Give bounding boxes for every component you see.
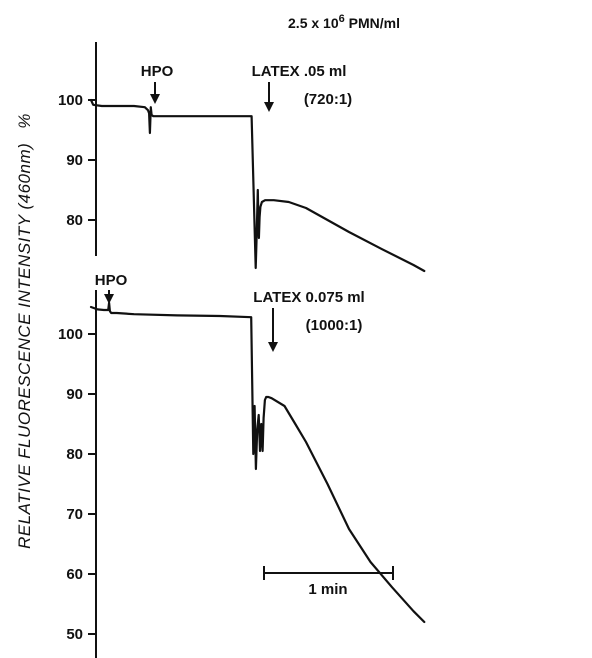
top-tick-label-80: 80 bbox=[66, 212, 83, 229]
top-tick-label-90: 90 bbox=[66, 152, 83, 169]
scale-bar-label: 1 min bbox=[308, 581, 347, 598]
svg-text:RELATIVE FLUORESCENCE INTENSIT: RELATIVE FLUORESCENCE INTENSITY (460nm)% bbox=[15, 113, 34, 549]
bottom-trace-line bbox=[89, 301, 426, 624]
bottom-tick-label-80: 80 bbox=[66, 446, 83, 463]
bottom-tick-label-100: 100 bbox=[58, 326, 83, 343]
bottom-arrowhead-hpo bbox=[104, 294, 114, 304]
top-panel: 100 90 80 HPO LATEX .05 ml (720:1) bbox=[58, 42, 426, 273]
bottom-panel-ticks: 100 90 80 70 60 50 bbox=[58, 326, 96, 643]
bottom-panel: 100 90 80 70 60 50 HPO LATEX 0.075 ml (1000:1) bbox=[58, 272, 426, 658]
bottom-tick-label-50: 50 bbox=[66, 626, 83, 643]
bottom-annotation-hpo: HPO bbox=[95, 272, 128, 289]
bottom-tick-label-90: 90 bbox=[66, 386, 83, 403]
y-axis-label-text: RELATIVE FLUORESCENCE INTENSITY (460nm) bbox=[15, 143, 34, 549]
bottom-annotation-latex-0-075-ml: LATEX 0.075 ml bbox=[253, 289, 364, 306]
bottom-panel-annotations: HPO LATEX 0.075 ml (1000:1) bbox=[95, 272, 365, 352]
top-annotation-latex-05-ml: LATEX .05 ml bbox=[252, 63, 347, 80]
bottom-arrowhead-latex-0-075-ml bbox=[268, 342, 278, 352]
top-arrowhead-hpo bbox=[150, 94, 160, 104]
top-panel-ticks: 100 90 80 bbox=[58, 92, 96, 229]
y-axis-label: RELATIVE FLUORESCENCE INTENSITY (460nm)% bbox=[15, 113, 34, 549]
bottom-annotation-1000-1: (1000:1) bbox=[306, 317, 363, 334]
time-scale-bar: 1 min bbox=[263, 566, 394, 598]
y-axis-unit: % bbox=[15, 113, 34, 129]
bottom-tick-label-70: 70 bbox=[66, 506, 83, 523]
top-tick-label-100: 100 bbox=[58, 92, 83, 109]
chart-title: 2.5 x 106 PMN/ml bbox=[288, 13, 400, 31]
top-trace-line bbox=[89, 98, 426, 273]
top-annotation-720-1: (720:1) bbox=[304, 91, 352, 108]
top-annotation-hpo: HPO bbox=[141, 63, 174, 80]
bottom-tick-label-60: 60 bbox=[66, 566, 83, 583]
top-panel-annotations: HPO LATEX .05 ml (720:1) bbox=[141, 63, 352, 112]
top-arrowhead-latex-05-ml bbox=[264, 102, 274, 112]
